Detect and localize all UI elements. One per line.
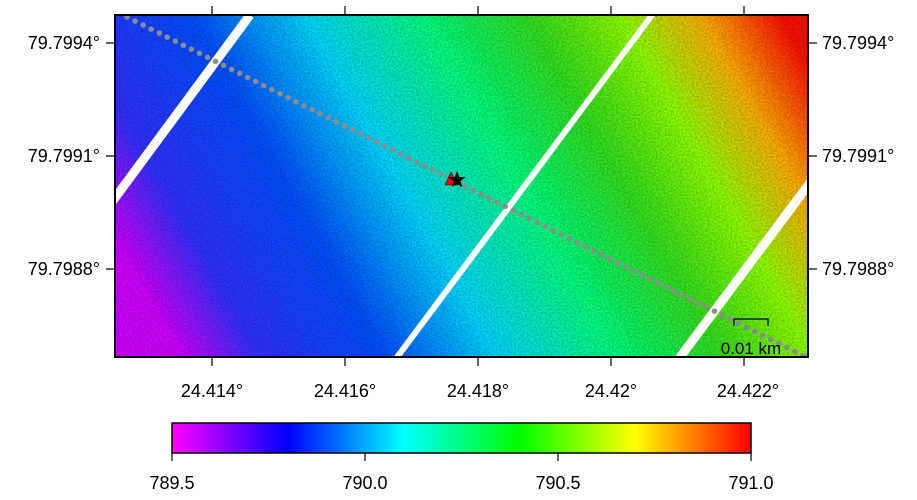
colorbar-tick-label: 789.5	[149, 473, 194, 493]
scale-bar-line	[733, 318, 769, 326]
colorbar: 789.5 790.0 790.5 791.0	[149, 422, 774, 493]
colorbar-tick-label: 790.5	[535, 473, 580, 493]
data-gap-stripe	[393, 15, 655, 357]
flight-track	[124, 15, 808, 357]
lon-tick-label: 24.416°	[314, 381, 376, 401]
colorbar-tick-label: 790.0	[342, 473, 387, 493]
scale-bar: 0.01 km	[721, 318, 781, 358]
map-field	[115, 15, 808, 357]
lat-tick-label-right: 79.7988°	[822, 259, 894, 279]
data-gap-stripe	[674, 177, 808, 357]
colorbar-tick-label: 791.0	[728, 473, 773, 493]
lon-tick-label: 24.42°	[585, 381, 637, 401]
lat-tick-label-right: 79.7994°	[822, 33, 894, 53]
lon-tick-label: 24.418°	[447, 381, 509, 401]
lat-tick-label-left: 79.7994°	[28, 33, 100, 53]
lon-tick-label: 24.414°	[181, 381, 243, 401]
lat-tick-label-right: 79.7991°	[822, 146, 894, 166]
star-marker	[448, 171, 466, 188]
lat-tick-label-left: 79.7991°	[28, 146, 100, 166]
lat-axis: 79.7994° 79.7991° 79.7988° 79.7994° 79.7…	[28, 33, 895, 279]
lon-axis: 24.414° 24.416° 24.418° 24.42° 24.422°	[181, 6, 779, 401]
scale-bar-label: 0.01 km	[721, 339, 781, 358]
lon-tick-label: 24.422°	[717, 381, 779, 401]
lat-tick-label-left: 79.7988°	[28, 259, 100, 279]
map-frame	[114, 14, 809, 358]
data-gap-stripe	[115, 15, 254, 205]
colorbar-ramp	[171, 422, 752, 454]
